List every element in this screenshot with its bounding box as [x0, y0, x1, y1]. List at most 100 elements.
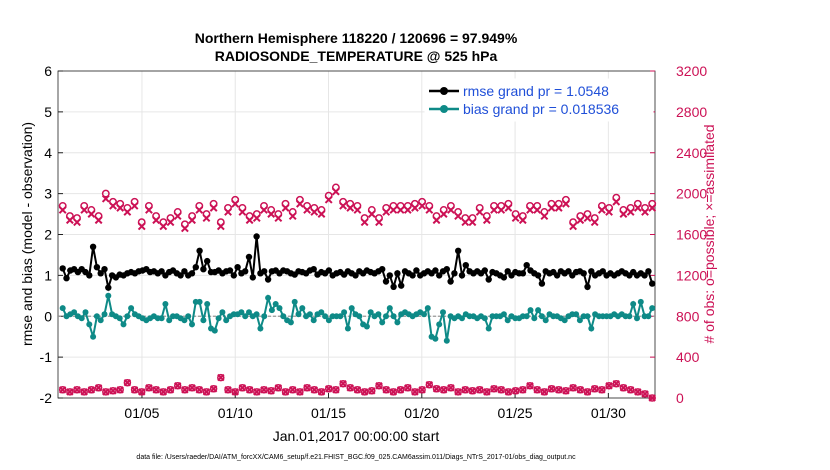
- bias-point: [379, 319, 386, 326]
- rmse-point: [432, 267, 439, 274]
- obs-low-assimilated-point: [173, 382, 182, 390]
- obs-low-assimilated-point: [641, 390, 649, 398]
- bias-point: [573, 311, 580, 318]
- obs-low-assimilated-point: [332, 386, 340, 394]
- obs-assimilated-point: [310, 208, 319, 216]
- rmse-point: [181, 268, 188, 275]
- rmse-point: [352, 272, 359, 279]
- obs-low-possible-point: [324, 385, 333, 393]
- rmse-point: [523, 262, 530, 269]
- obs-assimilated-point: [152, 216, 161, 225]
- bias-point: [504, 317, 511, 324]
- bias-point: [287, 319, 294, 326]
- obs-assimilated-point: [418, 201, 427, 210]
- bias-point: [440, 309, 446, 316]
- obs-assimilated-point: [145, 206, 153, 214]
- obs-possible-point: [101, 189, 110, 198]
- obs-low-assimilated-point: [188, 384, 196, 392]
- obs-low-possible-point: [260, 386, 268, 394]
- obs-low-possible-point: [339, 379, 347, 388]
- obs-low-assimilated-point: [439, 386, 448, 394]
- legend-rmse-marker: [440, 87, 448, 95]
- obs-assimilated-point: [396, 206, 405, 214]
- chart-subtitle: RADIOSONDE_TEMPERATURE @ 525 hPa: [215, 48, 498, 64]
- obs-low-assimilated-point: [519, 386, 527, 394]
- obs-low-assimilated-point: [152, 386, 160, 394]
- bias-point: [71, 309, 78, 316]
- x-axis-label: Jan.01,2017 00:00:00 start: [273, 428, 440, 444]
- rmse-point: [89, 243, 97, 250]
- bias-point: [242, 313, 249, 320]
- obs-low-possible-point: [145, 384, 153, 392]
- y-right-tick-label: 1600: [676, 227, 707, 243]
- bias-point: [367, 309, 374, 316]
- obs-assimilated-point: [482, 216, 491, 225]
- obs-low-assimilated-point: [166, 386, 175, 394]
- obs-low-assimilated-point: [202, 388, 211, 396]
- obs-low-assimilated-point: [418, 386, 426, 394]
- obs-low-assimilated-point: [260, 386, 268, 394]
- obs-low-possible-point: [461, 386, 470, 394]
- obs-assimilated-point: [231, 199, 240, 208]
- obs-assimilated-point: [576, 216, 585, 225]
- obs-assimilated-point: [339, 201, 347, 210]
- bias-point: [386, 305, 393, 312]
- obs-low-assimilated-point: [483, 388, 491, 396]
- bias-point: [124, 313, 131, 320]
- obs-low-assimilated-point: [289, 386, 297, 394]
- obs-low-assimilated-point: [217, 373, 225, 382]
- rmse-point: [447, 278, 454, 285]
- obs-low-possible-point: [375, 381, 383, 390]
- rmse-point: [59, 265, 66, 272]
- obs-assimilated-point: [303, 206, 312, 214]
- rmse-point: [379, 266, 386, 273]
- obs-low-possible-point: [224, 386, 232, 394]
- obs-low-possible-point: [497, 386, 505, 394]
- obs-low-possible-point: [274, 384, 283, 392]
- rmse-point: [382, 278, 390, 285]
- obs-low-possible-point: [245, 386, 254, 394]
- rmse-point: [500, 274, 508, 281]
- obs-low-possible-point: [317, 388, 326, 396]
- obs-low-assimilated-point: [94, 384, 103, 392]
- y-tick-label: 4: [44, 145, 52, 161]
- obs-assimilated-point: [180, 224, 189, 233]
- bias-point: [356, 313, 363, 320]
- obs-assimilated-point: [526, 206, 534, 214]
- bias-point: [196, 298, 203, 305]
- right-axis: 0 400 800 1200 1600 2000 2400 2800 3200: [650, 63, 707, 406]
- obs-low-assimilated-point: [432, 385, 441, 393]
- obs-low-possible-point: [439, 386, 448, 394]
- rmse-point: [93, 264, 101, 271]
- bias-point: [265, 294, 272, 301]
- obs-assimilated-point: [612, 197, 621, 206]
- bias-point: [116, 315, 123, 322]
- obs-low-assimilated-point: [547, 385, 556, 393]
- obs-assimilated-point: [597, 206, 606, 214]
- bias-point: [485, 325, 492, 332]
- obs-assimilated-point: [65, 216, 74, 225]
- obs-low-assimilated-point: [267, 387, 275, 395]
- obs-low-assimilated-point: [504, 388, 513, 396]
- obs-low-possible-point: [288, 386, 297, 394]
- bias-point: [527, 307, 534, 314]
- obs-low-possible-point: [231, 388, 239, 396]
- obs-low-possible-point: [504, 388, 513, 396]
- obs-low-assimilated-point: [296, 388, 304, 396]
- obs-low-possible-point: [418, 386, 426, 394]
- obs-low-possible-point: [159, 388, 168, 396]
- y-right-tick-label: 400: [676, 349, 700, 365]
- grid: [58, 70, 655, 399]
- rmse-point: [455, 247, 462, 254]
- obs-low-assimilated-point: [634, 388, 642, 396]
- obs-assimilated-point: [626, 208, 635, 216]
- obs-low-possible-point: [483, 388, 491, 396]
- rmse-point: [226, 267, 234, 274]
- bias-point: [211, 327, 218, 334]
- obs-assimilated-point: [260, 206, 268, 214]
- obs-low-assimilated-point: [274, 384, 283, 392]
- obs-assimilated-point: [360, 218, 369, 227]
- obs-low-assimilated-point: [389, 388, 398, 396]
- obs-low-possible-point: [526, 381, 534, 390]
- rmse-point: [485, 276, 492, 283]
